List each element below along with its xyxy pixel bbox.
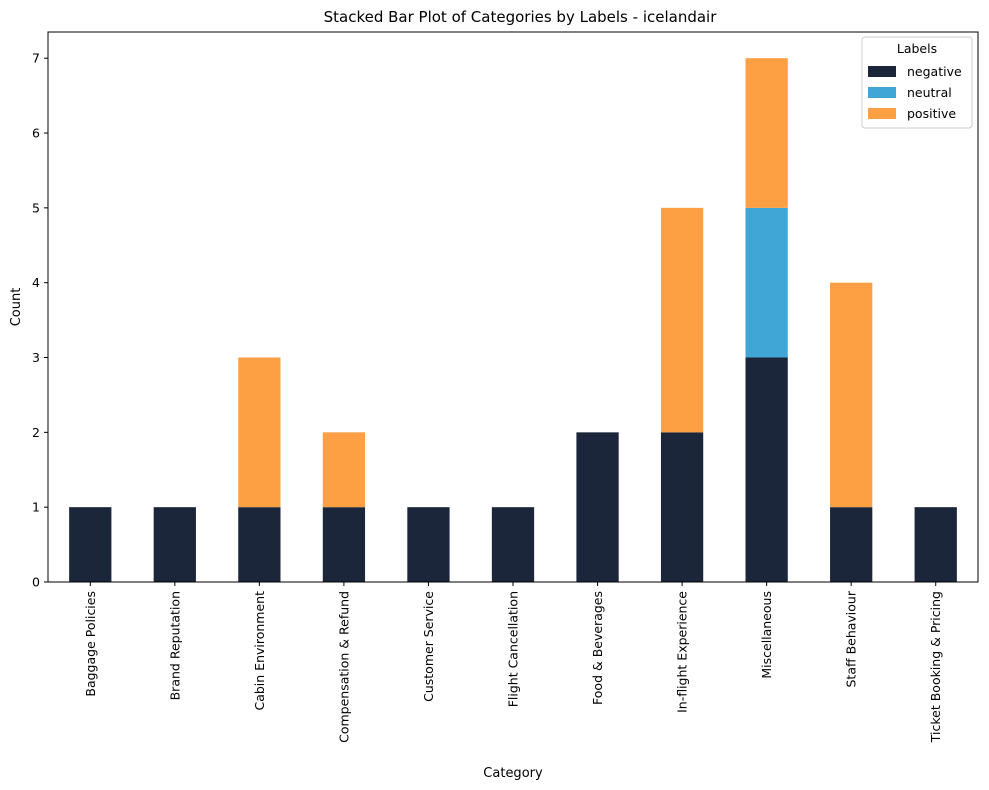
x-tick-label: Brand Reputation	[167, 591, 182, 700]
x-tick-label: Cabin Environment	[252, 591, 267, 711]
legend-title: Labels	[897, 41, 937, 56]
x-tick-label: Food & Beverages	[590, 591, 605, 705]
bar-segment-negative	[153, 507, 196, 582]
x-tick-label: Baggage Policies	[83, 591, 98, 697]
x-tick-label: Compensation & Refund	[336, 591, 351, 743]
x-tick-label: In-flight Experience	[675, 591, 690, 713]
legend-swatch-neutral	[868, 87, 896, 98]
bar-segment-negative	[322, 507, 366, 582]
x-axis-label: Category	[483, 766, 543, 781]
bar-segment-positive	[660, 207, 704, 433]
bar-segment-positive	[745, 58, 788, 208]
bar-segment-neutral	[745, 207, 788, 358]
bar-segment-positive	[830, 282, 873, 508]
legend-swatch-negative	[868, 66, 896, 77]
y-tick-label: 7	[32, 51, 40, 66]
legend-label-neutral: neutral	[907, 85, 952, 100]
x-tick-label: Customer Service	[421, 591, 436, 702]
legend-swatch-positive	[868, 108, 896, 119]
bar-segment-positive	[238, 357, 281, 508]
y-tick-label: 2	[32, 425, 40, 440]
x-tick-label: Staff Behaviour	[844, 590, 859, 687]
bar-segment-negative	[407, 507, 450, 582]
y-axis: 0 1 2 3 4 5 6 7	[32, 51, 48, 590]
y-tick-label: 6	[32, 126, 40, 141]
y-tick-label: 1	[32, 500, 40, 515]
bar-segment-negative	[69, 507, 112, 582]
bar-segment-negative	[491, 507, 535, 582]
y-tick-label: 0	[32, 575, 40, 590]
y-tick-label: 4	[32, 275, 40, 290]
bar-segment-negative	[914, 507, 957, 582]
legend-label-negative: negative	[907, 64, 962, 79]
legend-frame	[861, 36, 973, 129]
bar-segment-negative	[830, 507, 873, 582]
bar-segment-positive	[322, 432, 366, 508]
y-axis-label: Count	[9, 288, 24, 327]
bar-segment-negative	[745, 357, 788, 582]
y-tick-label: 5	[32, 200, 40, 215]
legend-label-positive: positive	[907, 106, 956, 121]
bar-segment-negative	[576, 432, 619, 582]
bars-layer	[69, 58, 957, 582]
y-tick-label: 3	[32, 350, 40, 365]
legend: Labels negative neutral positive	[861, 36, 973, 129]
legend-items: negative neutral positive	[868, 64, 962, 121]
bar-segment-negative	[238, 507, 281, 582]
x-tick-label: Flight Cancellation	[506, 591, 521, 707]
x-axis: Baggage Policies Brand Reputation Cabin En…	[83, 582, 943, 743]
x-tick-label: Miscellaneous	[759, 591, 774, 679]
x-tick-label: Ticket Booking & Pricing	[928, 591, 943, 743]
bar-segment-negative	[660, 432, 704, 582]
chart-title: Stacked Bar Plot of Categories by Labels…	[324, 8, 718, 26]
